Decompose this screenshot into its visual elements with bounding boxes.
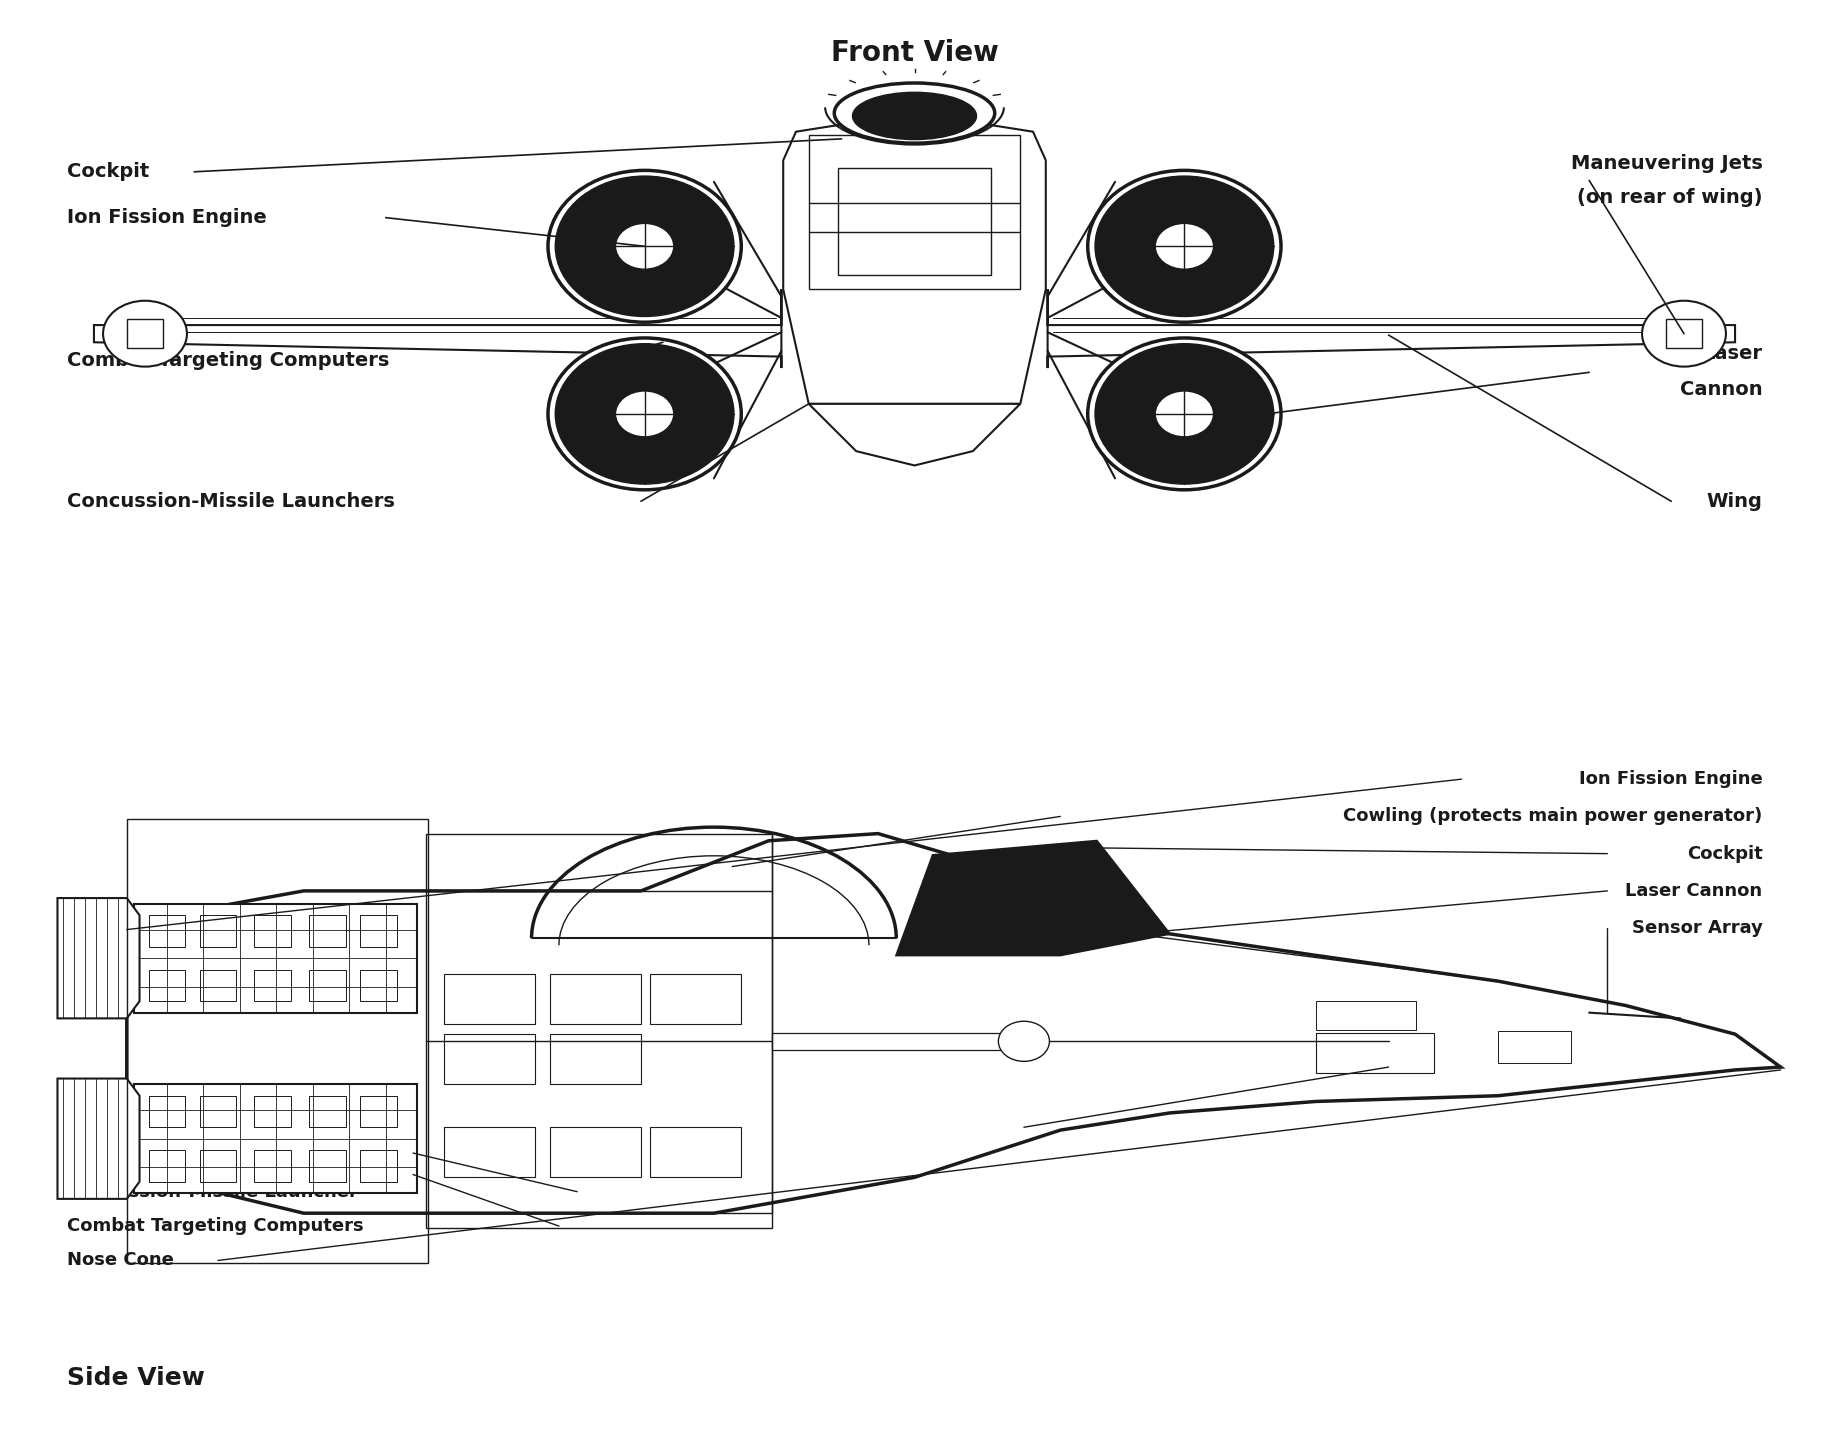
Text: Ion Fission Engine: Ion Fission Engine (66, 209, 267, 227)
Bar (199, 1096, 236, 1127)
Bar (148, 1150, 185, 1182)
Bar (309, 1150, 346, 1182)
Text: Ion Fission Engine: Ion Fission Engine (1578, 771, 1763, 788)
Bar (309, 915, 346, 946)
Polygon shape (93, 289, 781, 368)
Bar (772, 1032, 1010, 1050)
Bar (254, 915, 291, 946)
Circle shape (615, 391, 673, 437)
Circle shape (1088, 338, 1280, 490)
Bar (1315, 1032, 1434, 1073)
Bar (199, 915, 236, 946)
Text: Combat Targeting Computers: Combat Targeting Computers (66, 351, 390, 371)
Bar (309, 969, 346, 1001)
Bar (148, 969, 185, 1001)
Bar (309, 1096, 346, 1127)
Bar (148, 1096, 185, 1127)
Bar (126, 820, 428, 1264)
Polygon shape (57, 1078, 139, 1199)
Bar (134, 905, 417, 1012)
Text: Side View: Side View (66, 1366, 205, 1391)
Text: Sensor Array: Sensor Array (1631, 919, 1763, 938)
Bar (360, 915, 397, 946)
Bar (199, 969, 236, 1001)
Bar (808, 135, 1021, 289)
Bar (1666, 319, 1703, 348)
Bar (649, 1127, 741, 1178)
Bar (444, 1034, 536, 1084)
Polygon shape (1048, 289, 1736, 368)
Bar (551, 1034, 640, 1084)
Text: Laser Cannon: Laser Cannon (1626, 881, 1763, 900)
Circle shape (1642, 301, 1727, 367)
Bar (649, 974, 741, 1024)
Bar (134, 1084, 417, 1194)
Bar (551, 1127, 640, 1178)
Circle shape (1096, 175, 1273, 316)
Bar (426, 834, 772, 1228)
Text: Cockpit: Cockpit (66, 162, 148, 181)
Bar (1315, 1001, 1416, 1030)
Bar (148, 915, 185, 946)
Bar (360, 1150, 397, 1182)
Text: Nose Cone: Nose Cone (66, 1251, 174, 1270)
Circle shape (549, 338, 741, 490)
Circle shape (1096, 344, 1273, 485)
Ellipse shape (852, 92, 977, 139)
Text: Combat Targeting Computers: Combat Targeting Computers (66, 1217, 364, 1235)
Circle shape (549, 170, 741, 322)
Bar (254, 1096, 291, 1127)
Circle shape (556, 344, 733, 485)
Text: Cowling (protects main power generator): Cowling (protects main power generator) (1342, 807, 1763, 825)
Circle shape (556, 175, 733, 316)
Circle shape (1088, 170, 1280, 322)
Circle shape (615, 223, 673, 269)
Bar (551, 974, 640, 1024)
Text: Concussion-Missile Launcher: Concussion-Missile Launcher (66, 1182, 357, 1201)
Bar (1498, 1031, 1571, 1063)
Text: Cannon: Cannon (1679, 380, 1763, 398)
Ellipse shape (834, 83, 995, 144)
Text: Wing: Wing (1706, 492, 1763, 510)
Text: (on rear of wing): (on rear of wing) (1577, 188, 1763, 207)
Bar (199, 1150, 236, 1182)
Bar (254, 969, 291, 1001)
Circle shape (1156, 391, 1214, 437)
Bar (444, 1127, 536, 1178)
Text: Maneuvering Jets: Maneuvering Jets (1571, 154, 1763, 173)
Bar (126, 319, 163, 348)
Bar (360, 1096, 397, 1127)
Circle shape (1156, 223, 1214, 269)
Text: Concussion-Missile Launchers: Concussion-Missile Launchers (66, 492, 395, 510)
Text: Laser: Laser (1703, 344, 1763, 364)
Polygon shape (57, 899, 139, 1018)
Bar (360, 969, 397, 1001)
Polygon shape (808, 404, 1021, 466)
Text: Front View: Front View (830, 39, 999, 68)
Bar (444, 974, 536, 1024)
Polygon shape (783, 114, 1046, 404)
Polygon shape (126, 834, 1781, 1214)
Circle shape (102, 301, 187, 367)
Bar (254, 1150, 291, 1182)
Polygon shape (896, 841, 1171, 955)
Circle shape (999, 1021, 1050, 1061)
Text: Cockpit: Cockpit (1686, 844, 1763, 863)
Bar (838, 167, 991, 275)
